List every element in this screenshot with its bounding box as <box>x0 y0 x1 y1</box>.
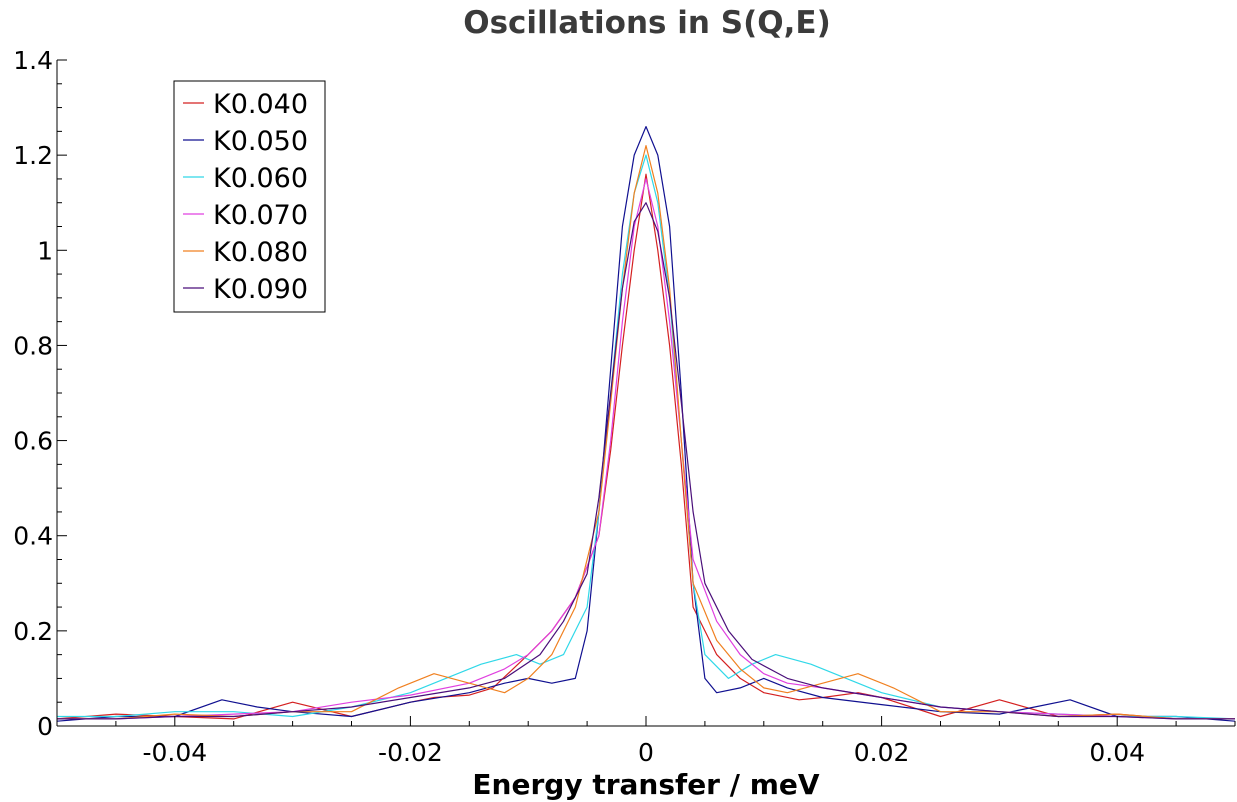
legend-label: K0.060 <box>213 163 308 194</box>
x-tick-label: 0.04 <box>1089 738 1145 767</box>
y-tick-label: 0.4 <box>13 522 53 551</box>
x-tick-label: 0.02 <box>854 738 910 767</box>
y-axis-ticks: 0 0.2 0.4 0.6 0.8 1 1.2 1.4 <box>13 46 67 741</box>
legend-label: K0.090 <box>213 274 308 305</box>
legend-label: K0.080 <box>213 237 308 268</box>
series-line-k0-090 <box>57 202 1235 720</box>
series-layer <box>56 125 1236 722</box>
y-tick-label: 0.2 <box>13 617 53 646</box>
x-tick-label: -0.02 <box>378 738 443 767</box>
y-tick-label: 1.4 <box>13 46 53 75</box>
y-tick-label: 0.8 <box>13 331 53 360</box>
legend-label: K0.050 <box>213 126 308 157</box>
x-tick-label: -0.04 <box>142 738 207 767</box>
series-line-k0-080 <box>57 145 1235 720</box>
x-axis-ticks: -0.04 -0.02 0 0.02 0.04 <box>56 716 1236 767</box>
x-axis-title: Energy transfer / meV <box>472 768 819 801</box>
chart-title: Oscillations in S(Q,E) <box>463 5 831 41</box>
y-tick-label: 1 <box>37 236 53 265</box>
legend-box <box>173 80 326 313</box>
x-tick-label: 0 <box>638 738 654 767</box>
y-tick-label: 0.6 <box>13 427 53 456</box>
y-tick-label: 0 <box>37 712 53 741</box>
legend: K0.040 K0.050 K0.060 K0.070 K0.080 K0.090 <box>173 80 326 313</box>
legend-label: K0.040 <box>213 89 308 120</box>
y-tick-label: 1.2 <box>13 141 53 170</box>
legend-label: K0.070 <box>213 200 308 231</box>
